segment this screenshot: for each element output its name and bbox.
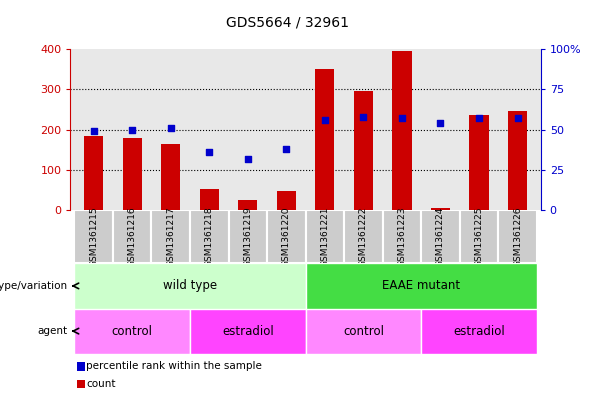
Text: GSM1361217: GSM1361217 xyxy=(166,206,175,267)
Bar xyxy=(508,111,527,210)
Bar xyxy=(229,210,267,263)
Bar xyxy=(113,210,151,263)
Bar xyxy=(238,200,257,210)
Bar xyxy=(190,210,229,263)
Text: GSM1361226: GSM1361226 xyxy=(513,207,522,267)
Point xyxy=(397,115,407,121)
Text: control: control xyxy=(112,325,153,338)
Point xyxy=(89,128,99,134)
Text: GSM1361223: GSM1361223 xyxy=(397,207,406,267)
Bar xyxy=(306,309,421,354)
Bar xyxy=(74,210,113,263)
Point xyxy=(166,125,175,131)
Bar xyxy=(421,309,537,354)
Bar xyxy=(123,138,142,210)
Bar xyxy=(306,263,537,309)
Text: GSM1361224: GSM1361224 xyxy=(436,207,445,267)
Text: GSM1361215: GSM1361215 xyxy=(89,206,98,267)
Point xyxy=(320,117,330,123)
Point xyxy=(243,156,253,162)
Bar xyxy=(470,115,489,210)
Bar xyxy=(460,210,498,263)
Point xyxy=(359,114,368,120)
Text: GSM1361225: GSM1361225 xyxy=(474,207,484,267)
Bar xyxy=(84,136,103,210)
Bar xyxy=(151,210,190,263)
Bar xyxy=(74,309,190,354)
Point xyxy=(128,127,137,133)
Text: estradiol: estradiol xyxy=(453,325,505,338)
Bar xyxy=(392,51,411,210)
Bar xyxy=(200,189,219,210)
Text: agent: agent xyxy=(37,326,67,336)
Point xyxy=(204,149,214,155)
Text: control: control xyxy=(343,325,384,338)
Text: GSM1361220: GSM1361220 xyxy=(282,207,291,267)
Text: count: count xyxy=(86,379,116,389)
Bar xyxy=(498,210,537,263)
Text: GDS5664 / 32961: GDS5664 / 32961 xyxy=(226,16,349,30)
Bar xyxy=(190,309,306,354)
Bar xyxy=(431,208,450,210)
Text: GSM1361216: GSM1361216 xyxy=(128,206,137,267)
Text: GSM1361221: GSM1361221 xyxy=(321,207,329,267)
Text: EAAE mutant: EAAE mutant xyxy=(382,279,460,292)
Text: GSM1361222: GSM1361222 xyxy=(359,207,368,267)
Bar xyxy=(344,210,383,263)
Text: genotype/variation: genotype/variation xyxy=(0,281,67,291)
Bar xyxy=(306,210,344,263)
Bar xyxy=(161,144,180,210)
Text: wild type: wild type xyxy=(163,279,217,292)
Point xyxy=(474,115,484,121)
Text: GSM1361219: GSM1361219 xyxy=(243,206,253,267)
Point xyxy=(281,146,291,152)
Bar xyxy=(421,210,460,263)
Bar xyxy=(383,210,421,263)
Text: GSM1361218: GSM1361218 xyxy=(205,206,214,267)
Bar xyxy=(315,69,335,210)
Text: percentile rank within the sample: percentile rank within the sample xyxy=(86,361,262,371)
Bar xyxy=(276,191,296,210)
Bar xyxy=(74,263,306,309)
Point xyxy=(512,115,522,121)
Bar xyxy=(267,210,306,263)
Text: estradiol: estradiol xyxy=(222,325,273,338)
Point xyxy=(436,120,446,127)
Bar xyxy=(354,92,373,210)
